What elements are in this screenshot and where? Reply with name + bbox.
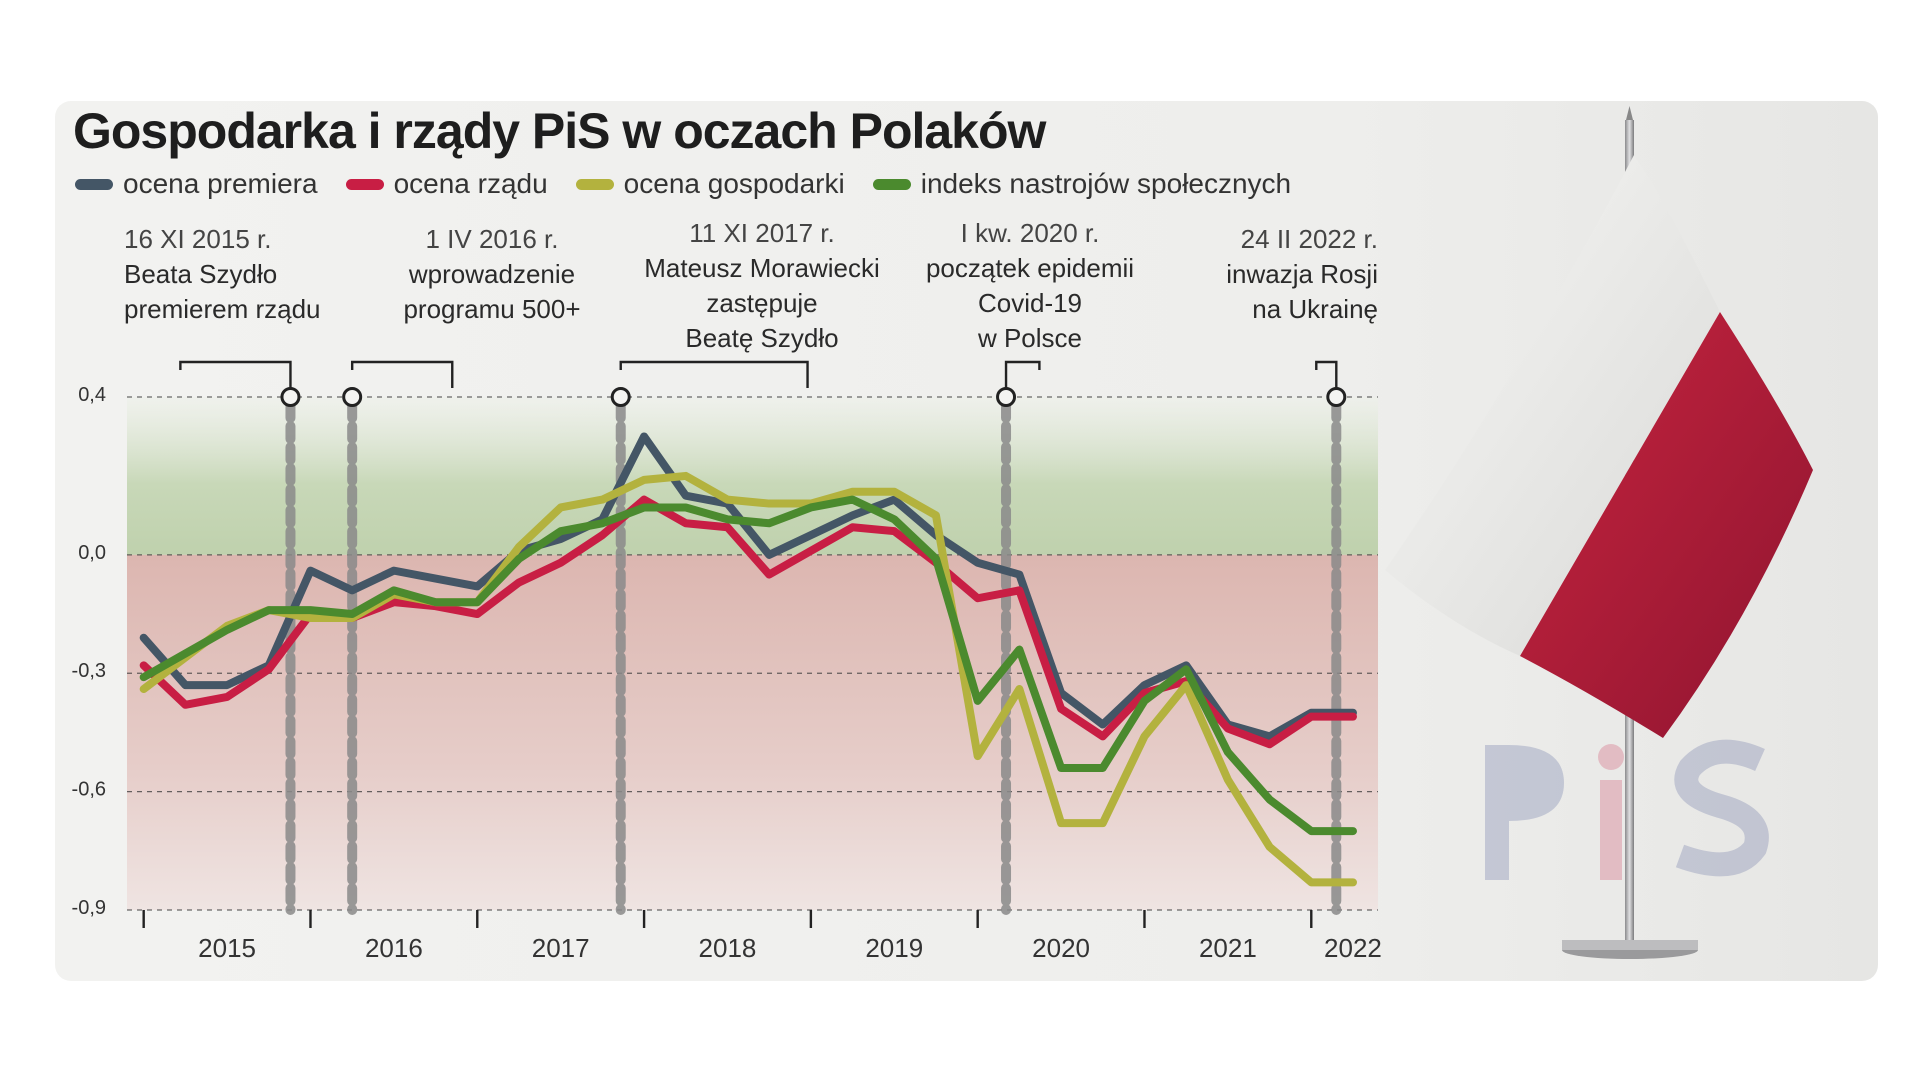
- annotation-text: Beata Szydło: [124, 259, 278, 289]
- x-tick-label: 2018: [699, 933, 757, 963]
- event-marker-dot: [1326, 387, 1347, 407]
- event-marker-dot: [342, 387, 363, 407]
- x-tick-label: 2016: [365, 933, 423, 963]
- legend-label-rzad: ocena rządu: [393, 168, 548, 199]
- annotation-text: wprowadzenie: [408, 259, 576, 289]
- legend-item-premier: ocena premiera: [75, 168, 318, 200]
- flag-white-stripe: [1385, 155, 1720, 656]
- legend: ocena premiera ocena rządu ocena gospoda…: [75, 168, 1291, 200]
- annotation-morawiecki: 11 XI 2017 r. Mateusz Morawiecki zastępu…: [644, 216, 880, 356]
- event-marker-dot: [610, 387, 631, 407]
- chart-title: Gospodarka i rządy PiS w oczach Polaków: [73, 103, 1046, 159]
- x-tick-label: 2019: [865, 933, 923, 963]
- event-bracket: [350, 360, 454, 388]
- y-tick-label: -0,6: [72, 779, 106, 801]
- annotation-date: 24 II 2022 r.: [1240, 224, 1378, 254]
- y-tick-label: -0,9: [72, 897, 106, 919]
- annotation-szydlo: 16 XI 2015 r. Beata Szydło premierem rzą…: [124, 222, 321, 327]
- annotation-text: na Ukrainę: [1252, 294, 1378, 324]
- legend-item-rzad: ocena rządu: [345, 168, 548, 200]
- annotation-text: Beatę Szydło: [685, 323, 839, 353]
- x-tick-label: 2021: [1199, 933, 1257, 963]
- legend-label-nastroje: indeks nastrojów społecznych: [920, 168, 1292, 199]
- event-bracket: [619, 360, 809, 388]
- x-tick-label: 2020: [1032, 933, 1090, 963]
- annotation-date: 16 XI 2015 r.: [124, 224, 272, 254]
- legend-item-nastroje: indeks nastrojów społecznych: [872, 168, 1292, 200]
- annotation-date: I kw. 2020 r.: [960, 218, 1100, 248]
- annotation-text: Mateusz Morawiecki: [644, 253, 880, 283]
- event-marker-dot: [280, 387, 301, 407]
- legend-label-premier: ocena premiera: [123, 168, 318, 199]
- legend-swatch-premier: [75, 178, 113, 190]
- annotation-text: zastępuje: [706, 288, 818, 318]
- annotation-text: premierem rządu: [124, 294, 321, 324]
- legend-item-gospodarka: ocena gospodarki: [575, 168, 845, 200]
- legend-label-gospodarka: ocena gospodarki: [623, 168, 845, 199]
- legend-swatch-gospodarka: [575, 178, 614, 190]
- annotation-date: 1 IV 2016 r.: [425, 224, 559, 254]
- annotation-text: początek epidemii: [925, 253, 1135, 283]
- event-marker-dot: [996, 387, 1017, 407]
- y-tick-label: 0,0: [78, 542, 106, 564]
- event-bracket: [1004, 360, 1041, 388]
- annotation-text: inwazja Rosji: [1226, 259, 1378, 289]
- y-tick-label: -0,3: [72, 660, 106, 682]
- x-tick-label: 2022: [1324, 933, 1382, 963]
- series-line-ocena-premiera: [139, 432, 1357, 741]
- event-bracket: [1315, 360, 1338, 388]
- blurred-pis-logo: [1485, 739, 1769, 880]
- annotation-date: 11 XI 2017 r.: [689, 218, 835, 248]
- series-line-ocena-gospodarki: [139, 471, 1357, 887]
- x-tick-label: 2017: [532, 933, 590, 963]
- annotation-text: Covid-19: [977, 288, 1083, 318]
- annotation-text: programu 500+: [403, 294, 581, 324]
- annotation-inwazja: 24 II 2022 r. inwazja Rosji na Ukrainę: [1226, 222, 1378, 327]
- legend-swatch-nastroje: [872, 178, 911, 190]
- legend-swatch-rzad: [345, 178, 384, 190]
- annotation-covid: I kw. 2020 r. początek epidemii Covid-19…: [926, 216, 1134, 356]
- annotation-500plus: 1 IV 2016 r. wprowadzenie programu 500+: [403, 222, 580, 327]
- y-tick-label: 0,4: [78, 384, 106, 406]
- event-bracket: [179, 360, 292, 388]
- x-tick-label: 2015: [198, 933, 256, 963]
- flag-pole-tip: [1626, 106, 1633, 120]
- flag-red-stripe: [1520, 312, 1813, 738]
- series-line-indeks-nastrojów-społecznych: [139, 495, 1357, 836]
- annotation-text: w Polsce: [977, 323, 1083, 353]
